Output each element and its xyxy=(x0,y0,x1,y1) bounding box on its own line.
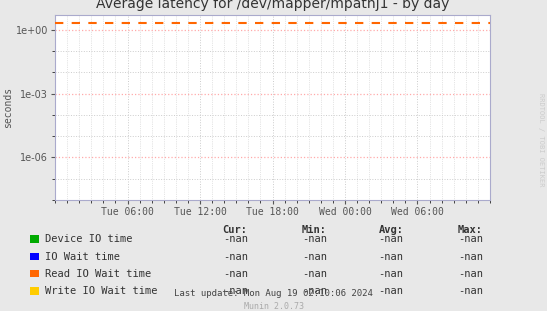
Text: -nan: -nan xyxy=(302,252,327,262)
Text: Max:: Max: xyxy=(458,225,483,235)
Text: -nan: -nan xyxy=(379,252,404,262)
Text: -nan: -nan xyxy=(458,234,483,244)
Text: -nan: -nan xyxy=(223,286,248,296)
Y-axis label: seconds: seconds xyxy=(3,87,13,128)
Text: Write IO Wait time: Write IO Wait time xyxy=(45,286,158,296)
Text: -nan: -nan xyxy=(379,269,404,279)
Text: -nan: -nan xyxy=(302,234,327,244)
Text: Min:: Min: xyxy=(302,225,327,235)
Text: RRDTOOL / TOBI OETIKER: RRDTOOL / TOBI OETIKER xyxy=(538,93,544,187)
Text: -nan: -nan xyxy=(302,286,327,296)
Text: Last update: Mon Aug 19 02:10:06 2024: Last update: Mon Aug 19 02:10:06 2024 xyxy=(174,289,373,298)
Text: Avg:: Avg: xyxy=(379,225,404,235)
Text: -nan: -nan xyxy=(379,234,404,244)
Text: -nan: -nan xyxy=(379,286,404,296)
Title: Average latency for /dev/mapper/mpathj1 - by day: Average latency for /dev/mapper/mpathj1 … xyxy=(96,0,449,11)
Text: -nan: -nan xyxy=(458,286,483,296)
Text: Device IO time: Device IO time xyxy=(45,234,132,244)
Text: -nan: -nan xyxy=(223,252,248,262)
Text: -nan: -nan xyxy=(458,252,483,262)
Text: -nan: -nan xyxy=(302,269,327,279)
Text: -nan: -nan xyxy=(223,234,248,244)
Text: Read IO Wait time: Read IO Wait time xyxy=(45,269,151,279)
Text: IO Wait time: IO Wait time xyxy=(45,252,120,262)
Text: Munin 2.0.73: Munin 2.0.73 xyxy=(243,301,304,310)
Text: -nan: -nan xyxy=(223,269,248,279)
Text: -nan: -nan xyxy=(458,269,483,279)
Text: Cur:: Cur: xyxy=(223,225,248,235)
